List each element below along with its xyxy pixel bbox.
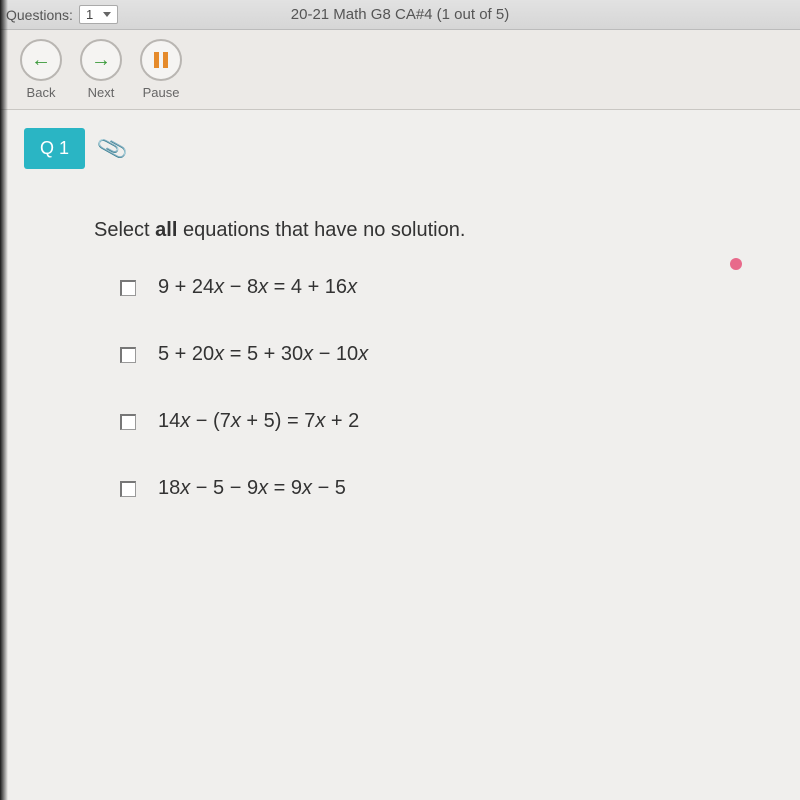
pink-dot [730,258,742,270]
question-prompt: Select all equations that have no soluti… [94,219,776,242]
prompt-bold: all [155,219,177,241]
chevron-down-icon [103,12,111,17]
option-row[interactable]: 9 + 24x − 8x = 4 + 16x [120,276,776,299]
options-list: 9 + 24x − 8x = 4 + 16x 5 + 20x = 5 + 30x… [120,276,776,500]
question-badge: Q 1 [24,128,85,169]
prompt-post: equations that have no solution. [177,219,465,241]
back-label: Back [27,85,56,100]
checkbox-icon[interactable] [120,280,136,296]
prompt-pre: Select [94,219,155,241]
checkbox-icon[interactable] [120,414,136,430]
arrow-left-icon: ← [31,49,51,72]
top-bar: Questions: 1 20-21 Math G8 CA#4 (1 out o… [0,0,800,30]
arrow-right-icon: → [91,49,111,72]
question-header: Q 1 📎 [24,128,776,169]
next-button[interactable]: → Next [80,39,122,100]
questions-label: Questions: [6,7,73,23]
option-row[interactable]: 14x − (7x + 5) = 7x + 2 [120,410,776,433]
pause-circle [140,39,182,81]
equation-text: 5 + 20x = 5 + 30x − 10x [158,343,368,366]
option-row[interactable]: 5 + 20x = 5 + 30x − 10x [120,343,776,366]
pause-label: Pause [143,85,180,100]
pause-icon [154,52,168,68]
content-area: Q 1 📎 Select all equations that have no … [0,110,800,518]
pause-button[interactable]: Pause [140,39,182,100]
question-dropdown[interactable]: 1 [79,5,118,24]
back-circle: ← [20,39,62,81]
left-shadow [0,0,8,800]
assessment-title: 20-21 Math G8 CA#4 (1 out of 5) [0,6,800,23]
option-row[interactable]: 18x − 5 − 9x = 9x − 5 [120,477,776,500]
dropdown-value: 1 [86,7,93,22]
nav-row: ← Back → Next Pause [0,30,800,110]
attachment-icon[interactable]: 📎 [95,132,130,166]
next-circle: → [80,39,122,81]
back-button[interactable]: ← Back [20,39,62,100]
checkbox-icon[interactable] [120,347,136,363]
equation-text: 14x − (7x + 5) = 7x + 2 [158,410,359,433]
checkbox-icon[interactable] [120,481,136,497]
next-label: Next [88,85,115,100]
equation-text: 18x − 5 − 9x = 9x − 5 [158,477,346,500]
equation-text: 9 + 24x − 8x = 4 + 16x [158,276,357,299]
